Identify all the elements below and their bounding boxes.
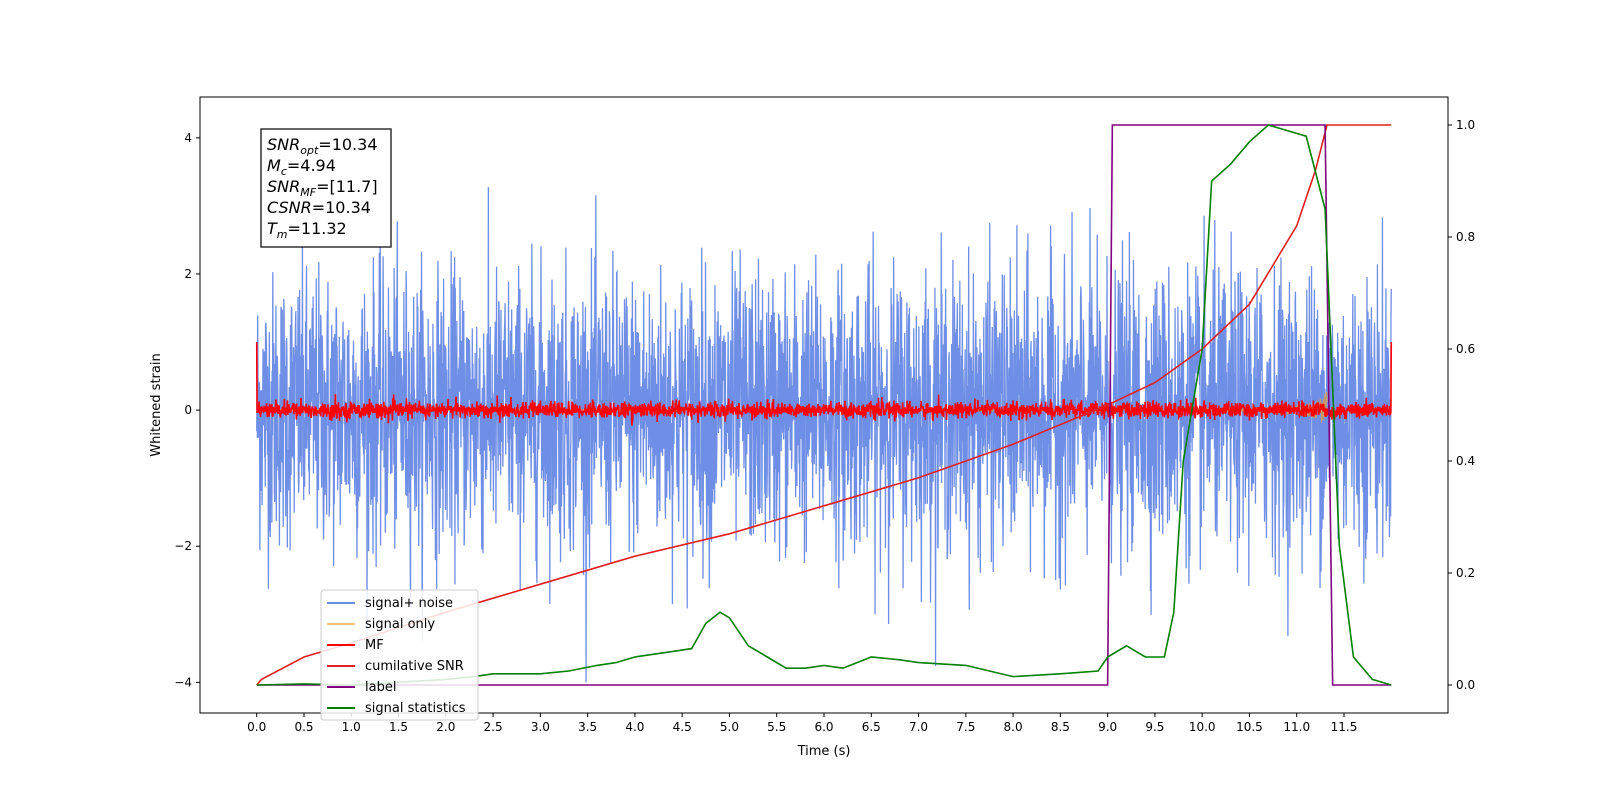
x-axis-label: Time (s) [797,744,851,759]
y-axis-left: 4 2 0 −2 −4 [174,131,200,689]
x-tick-label: 3.5 [578,720,597,734]
annotation-line: SNRMF=[11.7] [267,177,378,199]
y-axis-right: 1.0 0.8 0.6 0.4 0.2 0.0 [1448,118,1475,692]
legend-entry-label: MF [365,638,384,653]
x-tick-label: 4.5 [673,720,692,734]
series-label-line [256,124,1392,686]
y-tick-label-right: 0.0 [1456,678,1475,692]
annotation-line: SNRopt=10.34 [267,135,378,157]
legend-entry-label: cumilative SNR [365,659,464,674]
legend-entry-label: signal only [365,617,435,632]
y-tick-label-right: 0.6 [1456,342,1475,356]
x-tick-label: 11.5 [1331,720,1358,734]
legend: signal+ noise signal only MF cumilative SNR… [320,589,479,721]
y-tick-label-left: −2 [174,539,192,553]
legend-entry-label: label [365,680,396,695]
x-tick-label: 5.0 [720,720,739,734]
y-tick-label-right: 0.2 [1456,566,1475,580]
x-tick-label: 0.0 [247,720,266,734]
legend-frame [320,589,479,721]
legend-entry-label: signal statistics [365,701,466,716]
x-tick-label: 6.0 [814,720,833,734]
legend-entry-label: signal+ noise [365,596,453,611]
x-tick-label: 3.0 [531,720,550,734]
x-tick-label: 9.0 [1098,720,1117,734]
annotation-line: Mc=4.94 [267,156,336,178]
y-tick-label-left: 4 [184,131,192,145]
x-tick-label: 7.0 [909,720,928,734]
series-signal-noise-line [256,187,1392,683]
y-tick-label-right: 0.8 [1456,230,1475,244]
y-tick-label-right: 0.4 [1456,454,1475,468]
x-tick-label: 1.5 [389,720,408,734]
series-mf-line [255,342,1393,426]
x-tick-label: 8.5 [1051,720,1070,734]
x-tick-label: 8.0 [1004,720,1023,734]
x-tick-label: 10.0 [1189,720,1216,734]
x-tick-label: 1.0 [342,720,361,734]
annotation-box: SNRopt=10.34Mc=4.94SNRMF=[11.7]CSNR=10.3… [260,128,392,248]
annotation-frame [260,128,392,248]
y-tick-label-right: 1.0 [1456,118,1475,132]
x-tick-label: 10.5 [1236,720,1263,734]
x-axis: 0.0 0.5 1.0 1.5 2.0 2.5 3.0 3.5 4.0 4.5 5.0 5.5 6.0 6… [247,713,1357,734]
y-tick-label-left: 2 [184,267,192,281]
series-signal-statistics-line [256,124,1392,686]
x-tick-label: 9.5 [1145,720,1164,734]
x-tick-label: 4.0 [625,720,644,734]
x-tick-label: 5.5 [767,720,786,734]
x-tick-label: 6.5 [862,720,881,734]
x-tick-label: 2.0 [436,720,455,734]
annotation-line: CSNR=10.34 [267,198,371,217]
x-tick-label: 2.5 [484,720,503,734]
y-tick-label-left: 0 [184,403,192,417]
y-axis-label: Whitened strain [149,353,164,456]
y-tick-label-left: −4 [174,675,192,689]
annotation-line: Tm=11.32 [267,219,347,241]
x-tick-label: 0.5 [294,720,313,734]
x-tick-label: 7.5 [956,720,975,734]
x-tick-label: 11.0 [1283,720,1310,734]
